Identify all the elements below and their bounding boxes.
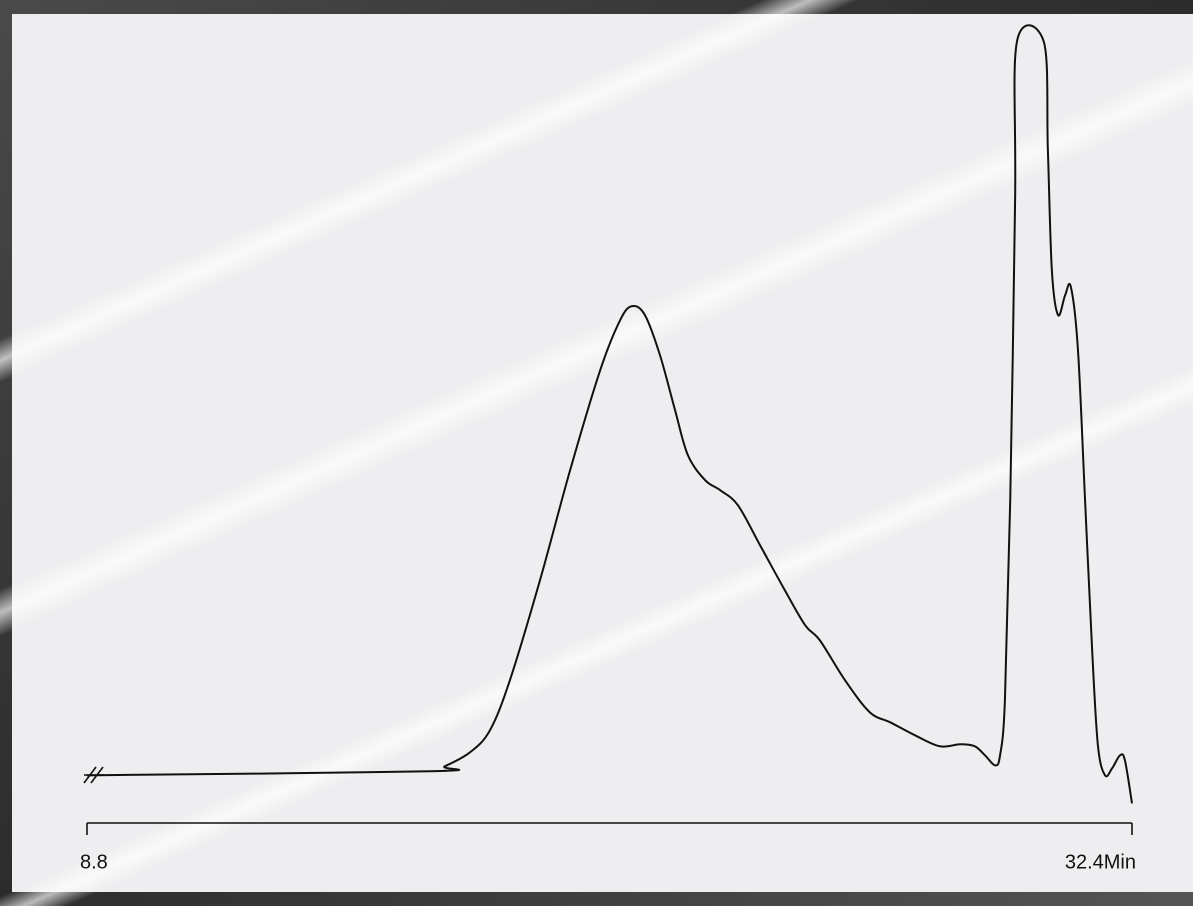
plot-area: 8.8 32.4Min	[80, 24, 1136, 873]
x-tick-label: 8.8	[80, 851, 108, 873]
x-tick-label: 32.4Min	[1065, 851, 1136, 873]
trace-line	[86, 24, 1133, 804]
axis-break-mark	[83, 766, 104, 784]
